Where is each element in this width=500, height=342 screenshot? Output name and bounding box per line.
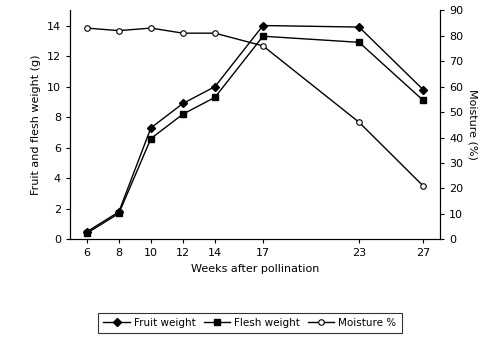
Moisture %: [420, 184, 426, 188]
Fruit weight: [180, 101, 186, 105]
Y-axis label: Moisture (%): Moisture (%): [467, 89, 477, 160]
Moisture %: [180, 31, 186, 35]
Fruit weight: [356, 25, 362, 29]
Line: Moisture %: Moisture %: [84, 25, 426, 189]
Fruit weight: [260, 24, 266, 28]
Flesh weight: [148, 136, 154, 141]
Flesh weight: [180, 112, 186, 116]
Moisture %: [212, 31, 218, 35]
Moisture %: [148, 26, 154, 30]
Fruit weight: [420, 88, 426, 92]
Y-axis label: Fruit and flesh weight (g): Fruit and flesh weight (g): [32, 55, 42, 195]
Flesh weight: [420, 98, 426, 103]
Flesh weight: [212, 95, 218, 100]
Moisture %: [260, 44, 266, 48]
Fruit weight: [116, 210, 122, 214]
X-axis label: Weeks after pollination: Weeks after pollination: [191, 264, 319, 274]
Flesh weight: [84, 231, 90, 235]
Fruit weight: [148, 126, 154, 130]
Fruit weight: [84, 230, 90, 234]
Moisture %: [356, 120, 362, 124]
Legend: Fruit weight, Flesh weight, Moisture %: Fruit weight, Flesh weight, Moisture %: [98, 313, 402, 333]
Line: Fruit weight: Fruit weight: [84, 23, 426, 235]
Fruit weight: [212, 84, 218, 89]
Moisture %: [116, 29, 122, 33]
Line: Flesh weight: Flesh weight: [84, 34, 426, 236]
Flesh weight: [260, 34, 266, 38]
Flesh weight: [356, 40, 362, 44]
Moisture %: [84, 26, 90, 30]
Flesh weight: [116, 211, 122, 215]
